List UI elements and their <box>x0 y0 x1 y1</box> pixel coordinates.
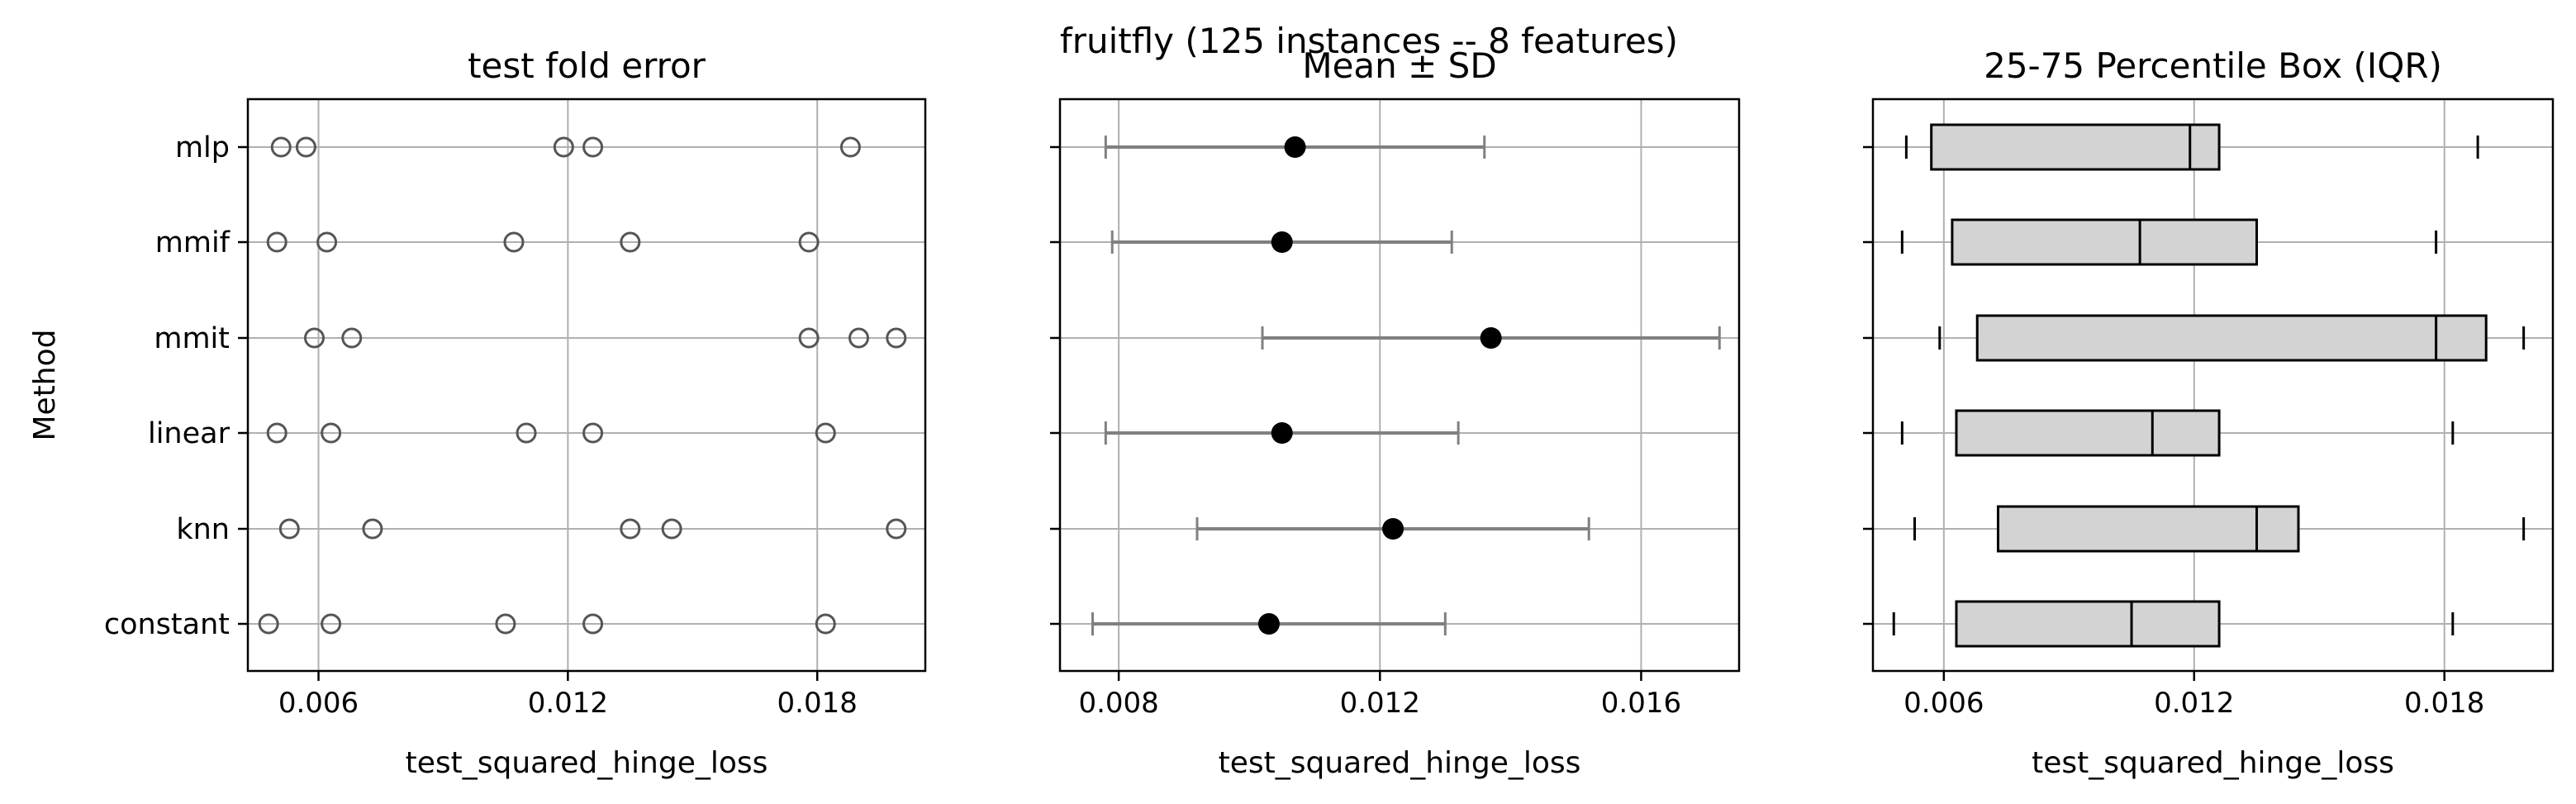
x-tick-label: 0.006 <box>278 687 359 720</box>
x-tick-label: 0.018 <box>2404 687 2484 720</box>
x-axis-label: test_squared_hinge_loss <box>406 746 768 780</box>
mean-point <box>1257 613 1280 635</box>
x-tick-label: 0.008 <box>1078 687 1158 720</box>
fold-error-point <box>661 518 682 540</box>
fold-error-point <box>316 231 338 253</box>
mean-point <box>1271 422 1293 444</box>
iqr-box <box>1996 505 2300 553</box>
fold-error-point <box>582 136 604 158</box>
y-tick-label: mmit <box>154 322 230 355</box>
fold-error-point <box>266 422 288 444</box>
fold-error-point <box>815 613 836 635</box>
y-axis-label: Method <box>28 329 62 440</box>
iqr-box <box>1951 218 2259 266</box>
y-tick-label: mmif <box>155 226 231 259</box>
y-tick-label: constant <box>104 608 230 641</box>
fold-error-point <box>886 327 907 349</box>
fold-error-point <box>582 613 604 635</box>
iqr-box <box>1955 600 2221 648</box>
mean-point <box>1271 231 1293 253</box>
x-tick-label: 0.006 <box>1903 687 1984 720</box>
panel-title: Mean ± SD <box>1302 45 1496 86</box>
axes-frame <box>1058 98 1741 673</box>
mean-point <box>1284 136 1306 158</box>
fold-error-point <box>815 422 836 444</box>
x-tick-label: 0.012 <box>1340 687 1420 720</box>
panel-iqr-box: 0.006 0.012 0.018 25-75 Percentile Box (IQR… <box>1863 45 2555 780</box>
x-tick-label: 0.016 <box>1601 687 1681 720</box>
fold-error-point <box>321 613 342 635</box>
fold-error-point <box>362 518 383 540</box>
fold-error-point <box>303 327 325 349</box>
axes-frame <box>246 98 927 673</box>
fold-error-point <box>553 136 574 158</box>
fold-error-point <box>295 136 316 158</box>
fold-error-point <box>798 327 820 349</box>
fold-error-point <box>266 231 288 253</box>
fold-error-point <box>341 327 363 349</box>
fold-error-point <box>270 136 292 158</box>
fold-error-point <box>321 422 342 444</box>
fold-error-point <box>516 422 537 444</box>
fold-error-point <box>582 422 604 444</box>
fold-error-point <box>620 231 641 253</box>
fold-error-point <box>886 518 907 540</box>
y-tick-label: knn <box>176 513 230 546</box>
x-tick-label: 0.012 <box>528 687 608 720</box>
iqr-box <box>1975 314 2488 362</box>
fold-error-point <box>503 231 525 253</box>
x-tick-label: 0.012 <box>2154 687 2234 720</box>
mean-point <box>1480 327 1502 349</box>
fold-error-point <box>798 231 820 253</box>
fold-error-point <box>258 613 279 635</box>
axes-frame <box>1871 98 2555 673</box>
y-tick-label: mlp <box>175 131 230 164</box>
panel-title: test fold error <box>468 45 706 86</box>
x-tick-label: 0.018 <box>777 687 858 720</box>
iqr-box <box>1955 409 2221 457</box>
fold-error-point <box>848 327 870 349</box>
panel-mean-sd: 0.008 0.012 0.016 Mean ± SD test_squared_hin… <box>1050 45 1741 780</box>
panel-title: 25-75 Percentile Box (IQR) <box>1984 45 2442 86</box>
iqr-box <box>1930 123 2221 171</box>
mean-point <box>1382 518 1404 540</box>
fold-error-point <box>495 613 516 635</box>
x-axis-label: test_squared_hinge_loss <box>2032 746 2394 780</box>
fold-error-point <box>278 518 300 540</box>
fold-error-point <box>620 518 641 540</box>
panel-test-fold-error: 0.006 0.012 0.018 mlp mmif mmit linear knn const… <box>28 45 927 780</box>
x-axis-label: test_squared_hinge_loss <box>1219 746 1581 780</box>
fold-error-point <box>839 136 861 158</box>
figure-suptitle: fruitfly (125 instances -- 8 features) <box>1060 21 1678 61</box>
y-tick-label: linear <box>148 417 231 450</box>
